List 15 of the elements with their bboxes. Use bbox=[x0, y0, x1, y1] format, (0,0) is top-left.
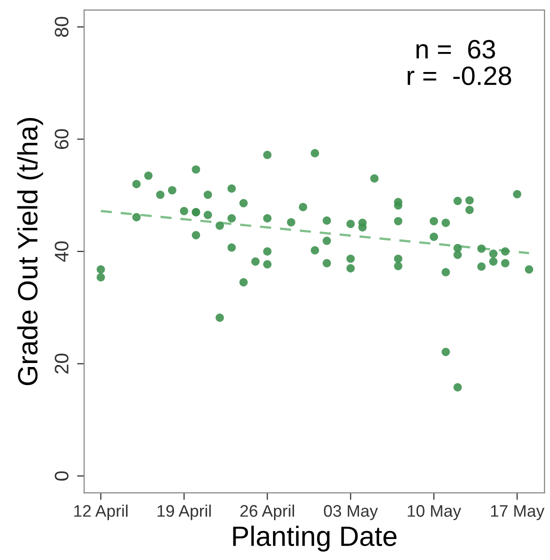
y-tick-label: 40 bbox=[54, 241, 68, 262]
annotation: n = 63 bbox=[416, 40, 496, 59]
y-tick-label: 60 bbox=[54, 129, 68, 150]
y-tick-label: 0 bbox=[54, 471, 68, 481]
x-tick-label: 26 April bbox=[240, 504, 294, 520]
x-tick-label: 03 May bbox=[324, 505, 378, 520]
y-tick-label: 20 bbox=[54, 354, 68, 374]
x-tick-label: 10 May bbox=[408, 505, 462, 520]
x-tick-label: 12 April bbox=[74, 504, 128, 520]
x-axis-title: Planting Date bbox=[233, 526, 396, 552]
x-tick-label: 19 April bbox=[158, 504, 211, 520]
annotation: r = -0.28 bbox=[408, 66, 512, 86]
y-tick-label: 80 bbox=[54, 16, 68, 37]
x-tick-label: 17 May bbox=[491, 505, 544, 520]
y-axis-title: Grade Out Yield (t/ha) bbox=[17, 118, 44, 386]
